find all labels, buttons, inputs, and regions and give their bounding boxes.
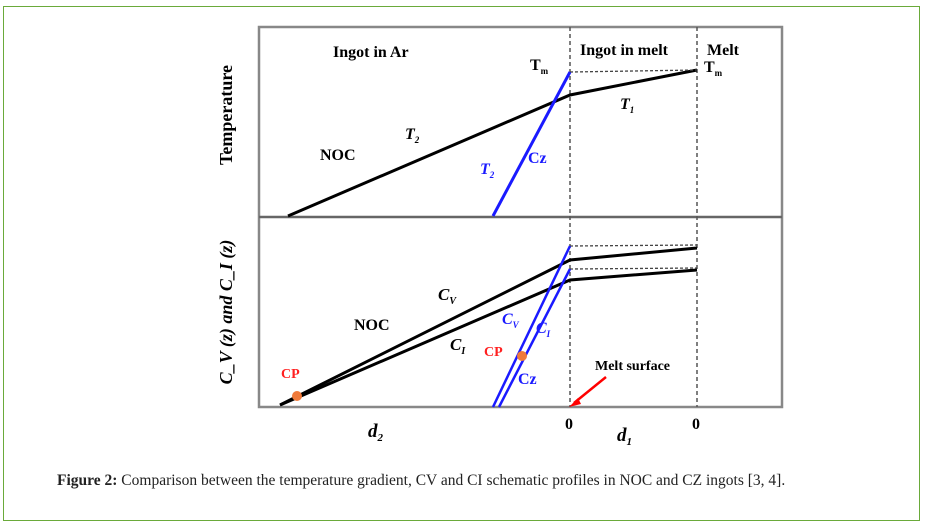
noc-label-bottom: NOC bbox=[354, 317, 390, 334]
tm-label-left: Tm bbox=[530, 57, 549, 76]
cz-ci-label: CI bbox=[536, 320, 551, 339]
cz-ci-line bbox=[497, 268, 572, 408]
region-ingot-in-ar: Ingot in Ar bbox=[333, 44, 409, 61]
cv-label: CV bbox=[438, 285, 457, 307]
figure-frame bbox=[3, 6, 920, 521]
ci-label: CI bbox=[450, 335, 466, 357]
cz-cv-label: CV bbox=[502, 311, 520, 330]
noc-cv-line bbox=[279, 246, 698, 407]
zero-label-1: 0 bbox=[565, 416, 573, 433]
t1-label: T1 bbox=[620, 96, 634, 115]
cz-cv-line bbox=[491, 245, 572, 408]
melt-surface-label: Melt surface bbox=[595, 359, 670, 374]
tm-dashed-line bbox=[569, 69, 698, 73]
cp-point-cz bbox=[517, 351, 527, 361]
cp-point-noc bbox=[292, 391, 302, 401]
ci-dashed-line bbox=[569, 267, 698, 270]
cz-temperature-line bbox=[491, 71, 572, 217]
cv-dashed-line bbox=[569, 244, 698, 247]
t2-label: T2 bbox=[405, 126, 420, 145]
d2-label: d2 bbox=[368, 421, 384, 444]
cp-label-noc: CP bbox=[281, 367, 300, 382]
ylabel-concentration: C_V (z) and C_I (z) bbox=[216, 240, 237, 385]
figure-caption: Figure 2: Comparison between the tempera… bbox=[57, 470, 877, 491]
noc-label-top: NOC bbox=[320, 147, 356, 164]
noc-ci-line bbox=[279, 268, 698, 407]
cp-label-cz: CP bbox=[484, 345, 503, 360]
ylabel-temperature: Temperature bbox=[216, 65, 236, 165]
noc-temperature-line bbox=[287, 68, 698, 218]
melt-surface-arrow bbox=[573, 376, 607, 404]
cz-label-bottom: Cz bbox=[518, 371, 537, 388]
tm-label-right: Tm bbox=[704, 59, 723, 78]
d1-label: d1 bbox=[617, 425, 632, 448]
caption-text: Comparison between the temperature gradi… bbox=[117, 472, 786, 489]
region-melt: Melt bbox=[707, 42, 740, 59]
arrow-head bbox=[569, 398, 581, 407]
cz-t2-label: T2 bbox=[480, 161, 495, 180]
caption-label: Figure 2: bbox=[57, 472, 118, 489]
region-ingot-in-melt: Ingot in melt bbox=[580, 42, 669, 59]
cz-label-top: Cz bbox=[528, 150, 547, 167]
zero-label-2: 0 bbox=[692, 416, 700, 433]
